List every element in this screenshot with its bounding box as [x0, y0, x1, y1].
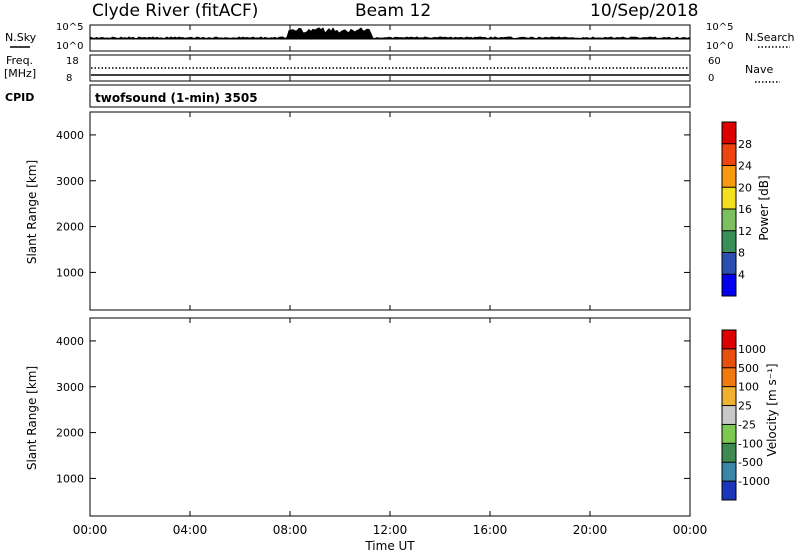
station-title: Clyde River (fitACF)	[92, 1, 258, 21]
date-title: 10/Sep/2018	[590, 1, 698, 21]
y-tick-label: 1000	[56, 472, 84, 485]
colorbar-segment	[722, 443, 736, 463]
colorbar-tick-label: 100	[738, 381, 759, 394]
colorbar-tick-label: -1000	[738, 475, 770, 488]
power-panel-frame	[89, 111, 691, 311]
colorbar-segment	[722, 252, 736, 275]
cpid-text: twofsound (1-min) 3505	[95, 91, 258, 105]
colorbar-segment	[722, 481, 736, 501]
nsky-tick-top: 10^5	[56, 22, 83, 33]
colorbar-segment	[722, 424, 736, 444]
power-axes: 1000 2000 3000 4000	[56, 129, 690, 279]
x-tick-label: 04:00	[173, 523, 208, 537]
velocity-ylabel: Slant Range [km]	[25, 366, 39, 470]
colorbar-segment	[722, 405, 736, 425]
colorbar-segment	[722, 386, 736, 407]
colorbar-segment	[722, 348, 736, 369]
y-tick-label: 4000	[56, 129, 84, 142]
freq-label: Freq.	[6, 54, 33, 67]
beam-title: Beam 12	[355, 1, 431, 21]
colorbar-segment	[722, 462, 736, 482]
y-tick-label: 1000	[56, 266, 84, 279]
nsearch-tick-top: 10^5	[706, 22, 733, 33]
cpid-label: CPID	[5, 91, 34, 104]
colorbar-tick-label: 25	[738, 400, 752, 413]
x-tick-label: 00:00	[673, 523, 708, 537]
colorbar-segment	[722, 367, 736, 388]
time-axis-label: Time UT	[364, 539, 415, 553]
power-colorbar-label: Power [dB]	[757, 175, 771, 240]
y-tick-label: 3000	[56, 175, 84, 188]
x-tick-label: 16:00	[473, 523, 508, 537]
cpid-panel	[89, 84, 691, 108]
colorbar-segment	[722, 165, 736, 188]
power-ylabel: Slant Range [km]	[25, 160, 39, 264]
y-tick-label: 3000	[56, 381, 84, 394]
y-tick-label: 2000	[56, 427, 84, 440]
colorbar-tick-label: -25	[738, 418, 756, 431]
colorbar-segment	[722, 274, 736, 297]
colorbar-segment	[722, 209, 736, 232]
colorbar-tick-label: 16	[738, 203, 752, 216]
time-axis: 00:00 04:00 08:00 12:00 16:00 20:00 00:00	[73, 25, 708, 537]
velocity-colorbar: 1000 500 100 25 -25 -100 -500 -1000	[721, 329, 770, 501]
freq-unit: [MHz]	[4, 67, 36, 80]
colorbar-tick-label: 12	[738, 225, 752, 238]
colorbar-segment	[722, 330, 736, 350]
nsky-tick-bottom: 10^0	[56, 41, 83, 52]
velocity-colorbar-label: Velocity [m s⁻¹]	[765, 363, 779, 456]
nsky-trace	[90, 27, 690, 40]
colorbar-tick-label: 4	[738, 268, 745, 281]
colorbar-tick-label: 8	[738, 247, 745, 260]
colorbar-tick-label: 28	[738, 138, 752, 151]
velocity-axes: 1000 2000 3000 4000	[56, 335, 690, 485]
colorbar-tick-label: -500	[738, 456, 763, 469]
velocity-panel-frame	[89, 317, 691, 517]
nave-tick-bottom: 0	[708, 73, 714, 84]
x-tick-label: 08:00	[273, 523, 308, 537]
nsearch-tick-bottom: 10^0	[706, 41, 733, 52]
colorbar-tick-label: -100	[738, 437, 763, 450]
colorbar-tick-label: 24	[738, 160, 752, 173]
nsky-label: N.Sky	[5, 31, 37, 44]
nsearch-label: N.Search	[745, 31, 795, 44]
colorbar-segment	[722, 187, 736, 210]
y-tick-label: 4000	[56, 335, 84, 348]
nave-tick-top: 60	[708, 56, 721, 67]
x-tick-label: 12:00	[373, 523, 408, 537]
colorbar-segment	[722, 143, 736, 166]
colorbar-segment	[722, 230, 736, 253]
colorbar-segment	[722, 122, 736, 145]
colorbar-frame	[721, 329, 737, 501]
x-tick-label: 20:00	[573, 523, 608, 537]
x-tick-label: 00:00	[73, 523, 108, 537]
colorbar-tick-label: 20	[738, 181, 752, 194]
colorbar-tick-label: 1000	[738, 343, 766, 356]
y-tick-label: 2000	[56, 221, 84, 234]
nave-label: Nave	[745, 63, 773, 76]
freq-tick-bottom: 8	[66, 73, 72, 84]
power-colorbar: 28 24 20 16 12 8 4	[721, 121, 752, 297]
colorbar-tick-label: 500	[738, 362, 759, 375]
freq-tick-top: 18	[66, 56, 79, 67]
